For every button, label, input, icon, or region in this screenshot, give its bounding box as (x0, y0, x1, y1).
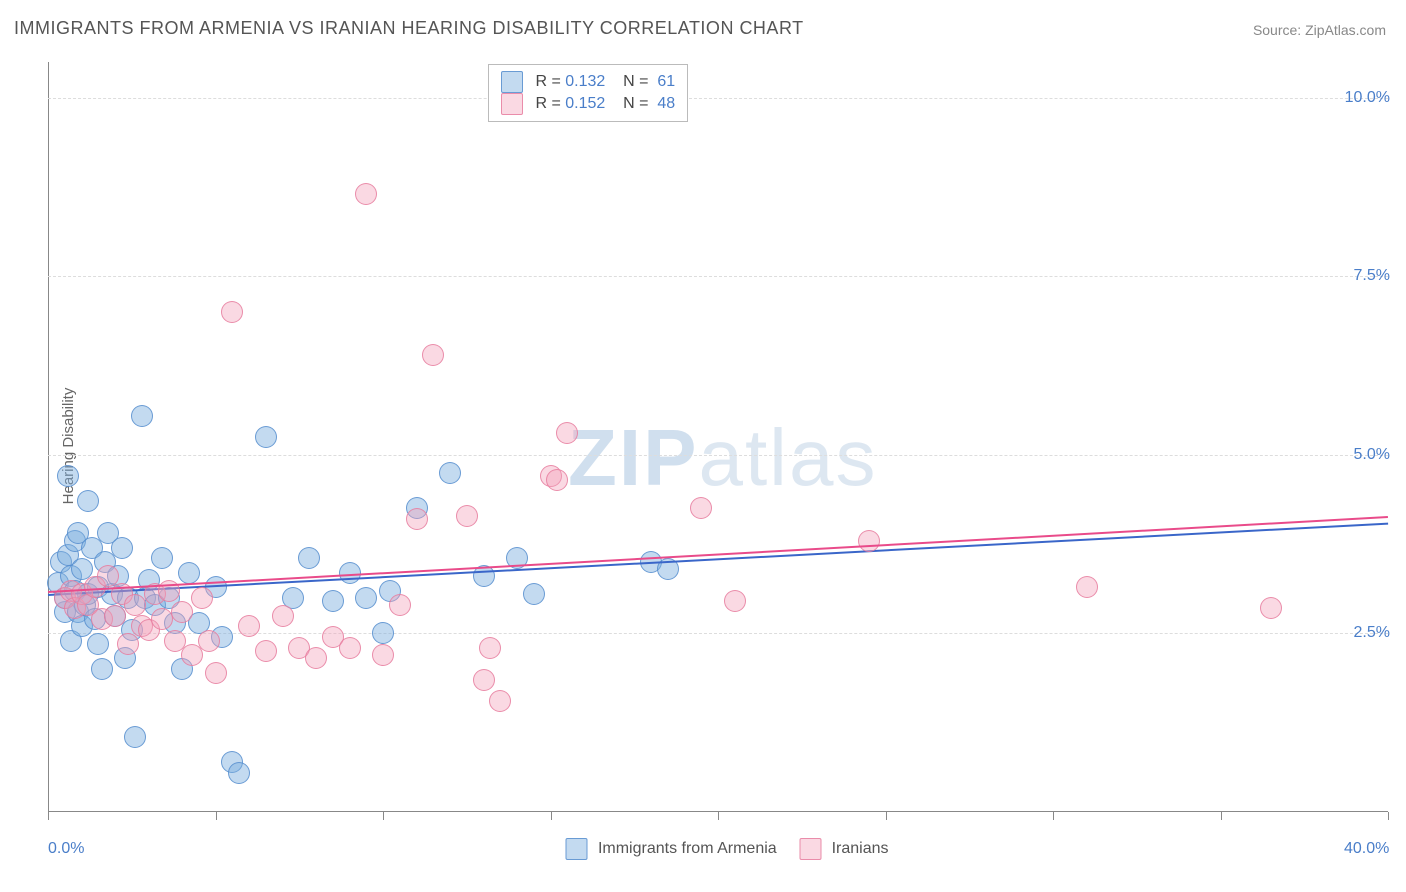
scatter-point (255, 640, 277, 662)
scatter-point (355, 183, 377, 205)
x-tick (718, 812, 719, 820)
scatter-point (151, 547, 173, 569)
scatter-point (372, 644, 394, 666)
scatter-point (479, 637, 501, 659)
scatter-point (87, 633, 109, 655)
scatter-point (389, 594, 411, 616)
scatter-point (489, 690, 511, 712)
source-label: Source: ZipAtlas.com (1253, 22, 1386, 38)
y-tick-label: 10.0% (1345, 89, 1390, 107)
legend-label-1: Iranians (832, 840, 889, 857)
gridline (48, 98, 1388, 99)
legend-n-label: N = (623, 73, 648, 90)
legend-r-value-0: 0.132 (565, 73, 605, 90)
scatter-point (77, 490, 99, 512)
scatter-point (238, 615, 260, 637)
scatter-point (191, 587, 213, 609)
scatter-point (1260, 597, 1282, 619)
scatter-point (131, 405, 153, 427)
x-tick (1053, 812, 1054, 820)
scatter-point (546, 469, 568, 491)
legend-series: Immigrants from Armenia Iranians (548, 838, 889, 860)
legend-r-label: R = (535, 73, 560, 90)
legend-swatch-blue (501, 71, 523, 93)
legend-r-value-1: 0.152 (565, 95, 605, 112)
scatter-point (372, 622, 394, 644)
x-tick-label: 40.0% (1344, 840, 1389, 858)
scatter-point (456, 505, 478, 527)
chart-title: IMMIGRANTS FROM ARMENIA VS IRANIAN HEARI… (14, 18, 804, 39)
legend-swatch-pink (501, 93, 523, 115)
scatter-point (111, 537, 133, 559)
x-tick (1221, 812, 1222, 820)
scatter-point (298, 547, 320, 569)
legend-swatch-blue-bottom (566, 838, 588, 860)
scatter-point (171, 601, 193, 623)
scatter-point (305, 647, 327, 669)
legend-correlation: R = 0.132 N = 61 R = 0.152 N = 48 (488, 64, 688, 122)
scatter-point (858, 530, 880, 552)
chart-area: ZIPatlas 2.5%5.0%7.5%10.0%0.0%40.0% R = … (48, 62, 1388, 830)
x-tick (886, 812, 887, 820)
legend-row-armenia: R = 0.132 N = 61 (501, 71, 675, 93)
scatter-point (690, 497, 712, 519)
legend-n-label-2: N = (623, 95, 648, 112)
scatter-point (124, 726, 146, 748)
scatter-point (523, 583, 545, 605)
y-tick-label: 2.5% (1354, 624, 1390, 642)
plot-area: 2.5%5.0%7.5%10.0%0.0%40.0% (48, 62, 1388, 830)
y-tick-label: 5.0% (1354, 446, 1390, 464)
scatter-point (221, 301, 243, 323)
scatter-point (272, 605, 294, 627)
scatter-point (151, 608, 173, 630)
scatter-point (1076, 576, 1098, 598)
x-tick (1388, 812, 1389, 820)
scatter-point (205, 662, 227, 684)
scatter-point (178, 562, 200, 584)
legend-r-label-2: R = (535, 95, 560, 112)
scatter-point (57, 465, 79, 487)
scatter-point (91, 658, 113, 680)
x-tick (48, 812, 49, 820)
y-tick-label: 7.5% (1354, 267, 1390, 285)
scatter-point (556, 422, 578, 444)
scatter-point (422, 344, 444, 366)
legend-n-value-0: 61 (657, 73, 675, 90)
gridline (48, 276, 1388, 277)
gridline (48, 455, 1388, 456)
scatter-point (439, 462, 461, 484)
legend-n-value-1: 48 (657, 95, 675, 112)
scatter-point (124, 594, 146, 616)
scatter-point (255, 426, 277, 448)
scatter-point (117, 633, 139, 655)
legend-swatch-pink-bottom (799, 838, 821, 860)
scatter-point (198, 630, 220, 652)
scatter-point (355, 587, 377, 609)
trendline (48, 516, 1388, 593)
scatter-point (322, 590, 344, 612)
x-tick (551, 812, 552, 820)
x-tick (216, 812, 217, 820)
scatter-point (104, 605, 126, 627)
trendline (48, 523, 1388, 596)
scatter-point (228, 762, 250, 784)
scatter-point (473, 669, 495, 691)
scatter-point (339, 637, 361, 659)
scatter-point (724, 590, 746, 612)
legend-label-0: Immigrants from Armenia (598, 840, 777, 857)
legend-row-iranians: R = 0.152 N = 48 (501, 93, 675, 115)
x-tick-label: 0.0% (48, 840, 84, 858)
scatter-point (406, 508, 428, 530)
x-tick (383, 812, 384, 820)
